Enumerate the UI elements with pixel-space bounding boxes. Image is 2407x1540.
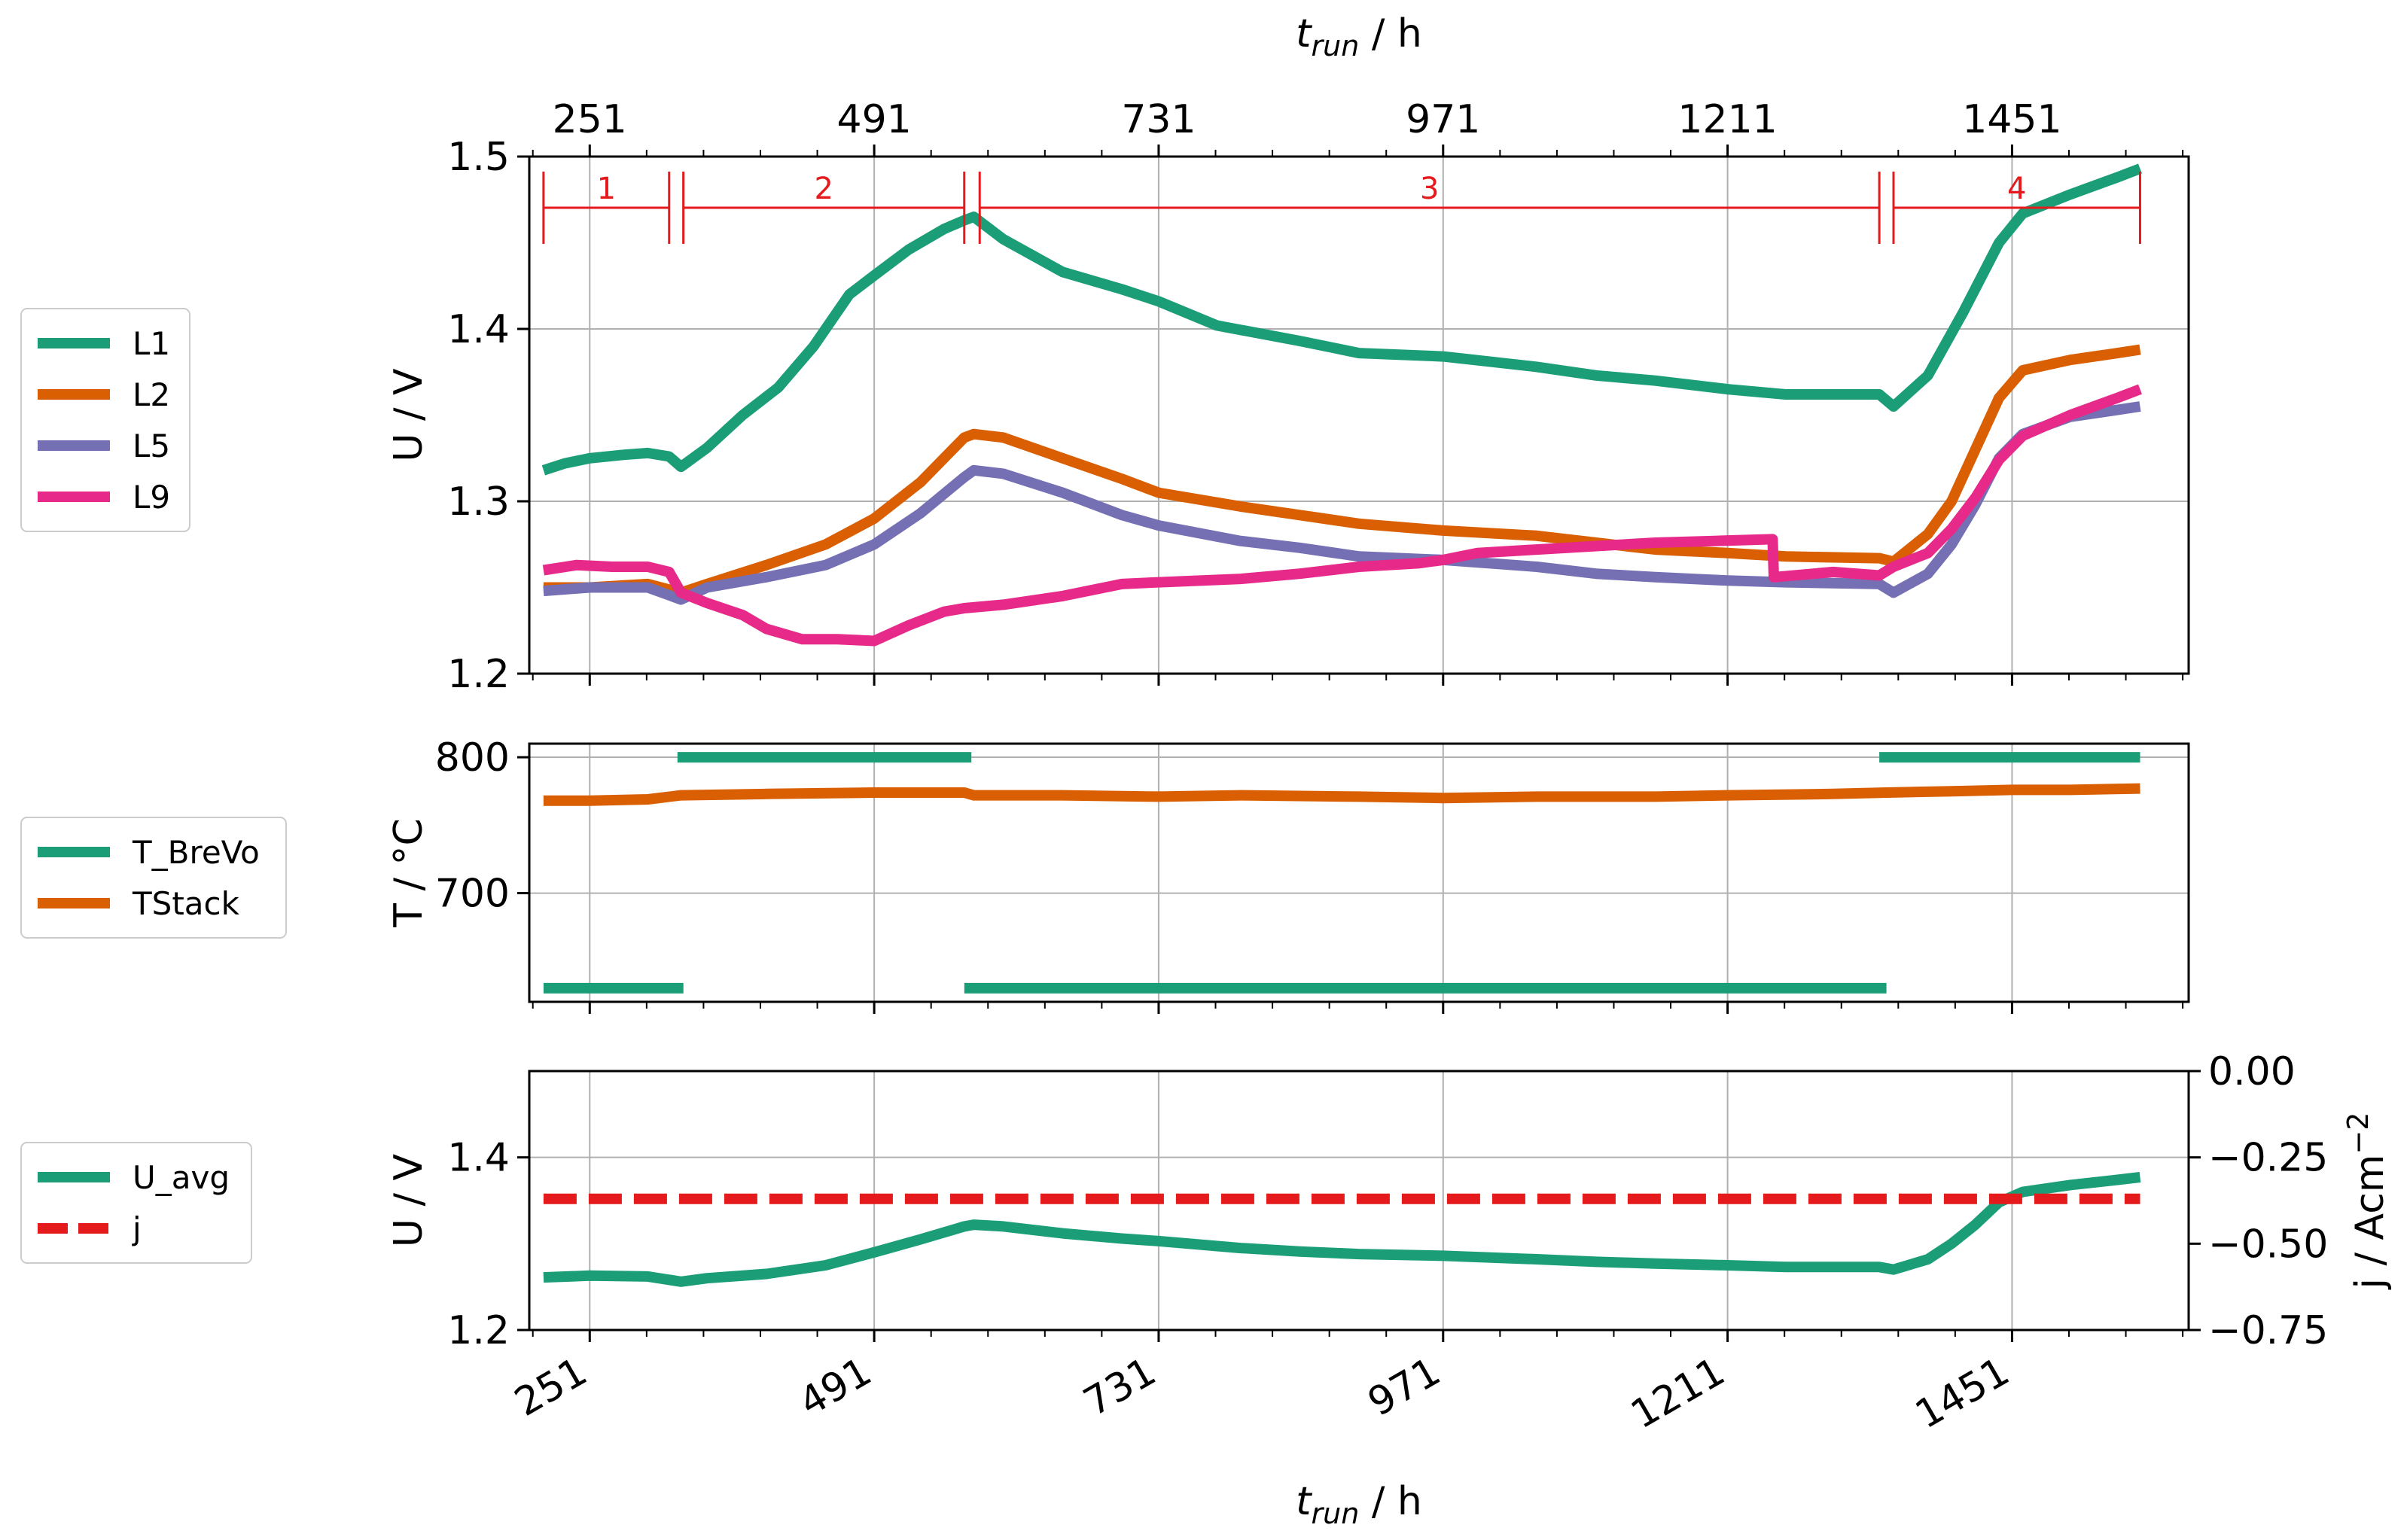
phase-label: 3 (1420, 172, 1439, 206)
series-l1-line (541, 163, 2143, 476)
series-l9-line (542, 384, 2143, 647)
y2-tick-label: −0.75 (2208, 1308, 2328, 1353)
axes-frame-1 (528, 742, 2190, 1003)
series-u-avg-line (543, 1172, 2141, 1287)
y-tick-label: 1.2 (447, 1308, 510, 1353)
y-tick-label: 700 (435, 872, 510, 917)
bottom-tick-label: 251 (507, 1349, 595, 1426)
bottom-tick-label: 491 (792, 1349, 879, 1426)
bottom-axis-label-sub: run (1312, 1497, 1360, 1530)
y-axis-label: T / °C (386, 818, 431, 928)
y-tick-label: 1.5 (447, 135, 510, 180)
top-tick-label: 491 (836, 97, 911, 142)
legend-label: T_BreVo (132, 834, 260, 871)
legend-label: L9 (133, 479, 170, 516)
series-l5-line (543, 401, 2141, 605)
bottom-tick-label: 971 (1360, 1349, 1448, 1426)
y-tick-label: 1.2 (447, 652, 510, 697)
axes-frame-0 (528, 155, 2190, 675)
legend-label: L2 (133, 376, 170, 413)
top-axis-label-sub: run (1312, 29, 1360, 62)
legend-label: TStack (132, 885, 240, 922)
legend-box-0 (20, 308, 190, 532)
series-l2-line (543, 344, 2141, 598)
bottom-axis-label-main: t (1296, 1479, 1312, 1524)
bottom-axis-label-unit: / h (1359, 1479, 1422, 1524)
y2-axis-label-main: j / Acm (2348, 1155, 2393, 1290)
bottom-tick-label: 1211 (1623, 1349, 1732, 1438)
legend-label: j (132, 1210, 142, 1247)
top-tick-label: 971 (1406, 97, 1480, 142)
y-axis-label: U / V (386, 368, 431, 462)
top-tick-label: 731 (1121, 97, 1196, 142)
series-tstack-line (543, 783, 2140, 806)
top-axis-label-unit: / h (1359, 11, 1422, 56)
y2-axis-label: j / Acm−2 (2341, 1112, 2393, 1290)
y-tick-label: 1.3 (447, 479, 510, 525)
top-axis-label: trun / h (1296, 11, 1422, 62)
top-tick-label: 251 (553, 97, 627, 142)
bottom-axis-label: trun / h (1296, 1479, 1422, 1530)
phase-label: 2 (814, 172, 833, 206)
legend-label: L5 (133, 428, 170, 464)
top-tick-label: 1211 (1677, 97, 1777, 142)
bottom-tick-label: 731 (1076, 1349, 1163, 1426)
phase-label: 1 (597, 172, 616, 206)
bottom-tick-label: 1451 (1908, 1349, 2017, 1438)
legend-label: L1 (133, 325, 170, 362)
y2-axis-label-sup: −2 (2341, 1112, 2375, 1155)
y-axis-label: U / V (386, 1153, 431, 1247)
top-tick-label: 1451 (1962, 97, 2061, 142)
y2-tick-label: −0.25 (2208, 1136, 2328, 1181)
data-layer (541, 163, 2143, 1287)
y2-tick-label: −0.50 (2208, 1222, 2328, 1267)
top-axis-label-main: t (1296, 11, 1312, 56)
y-tick-label: 1.4 (447, 1136, 510, 1181)
phase-label: 4 (2007, 172, 2026, 206)
axes-frame-2 (528, 1070, 2190, 1332)
legend-label: U_avg (133, 1159, 230, 1196)
y2-tick-label: 0.00 (2208, 1049, 2296, 1094)
y-tick-label: 800 (435, 735, 510, 781)
y-tick-label: 1.4 (447, 307, 510, 352)
